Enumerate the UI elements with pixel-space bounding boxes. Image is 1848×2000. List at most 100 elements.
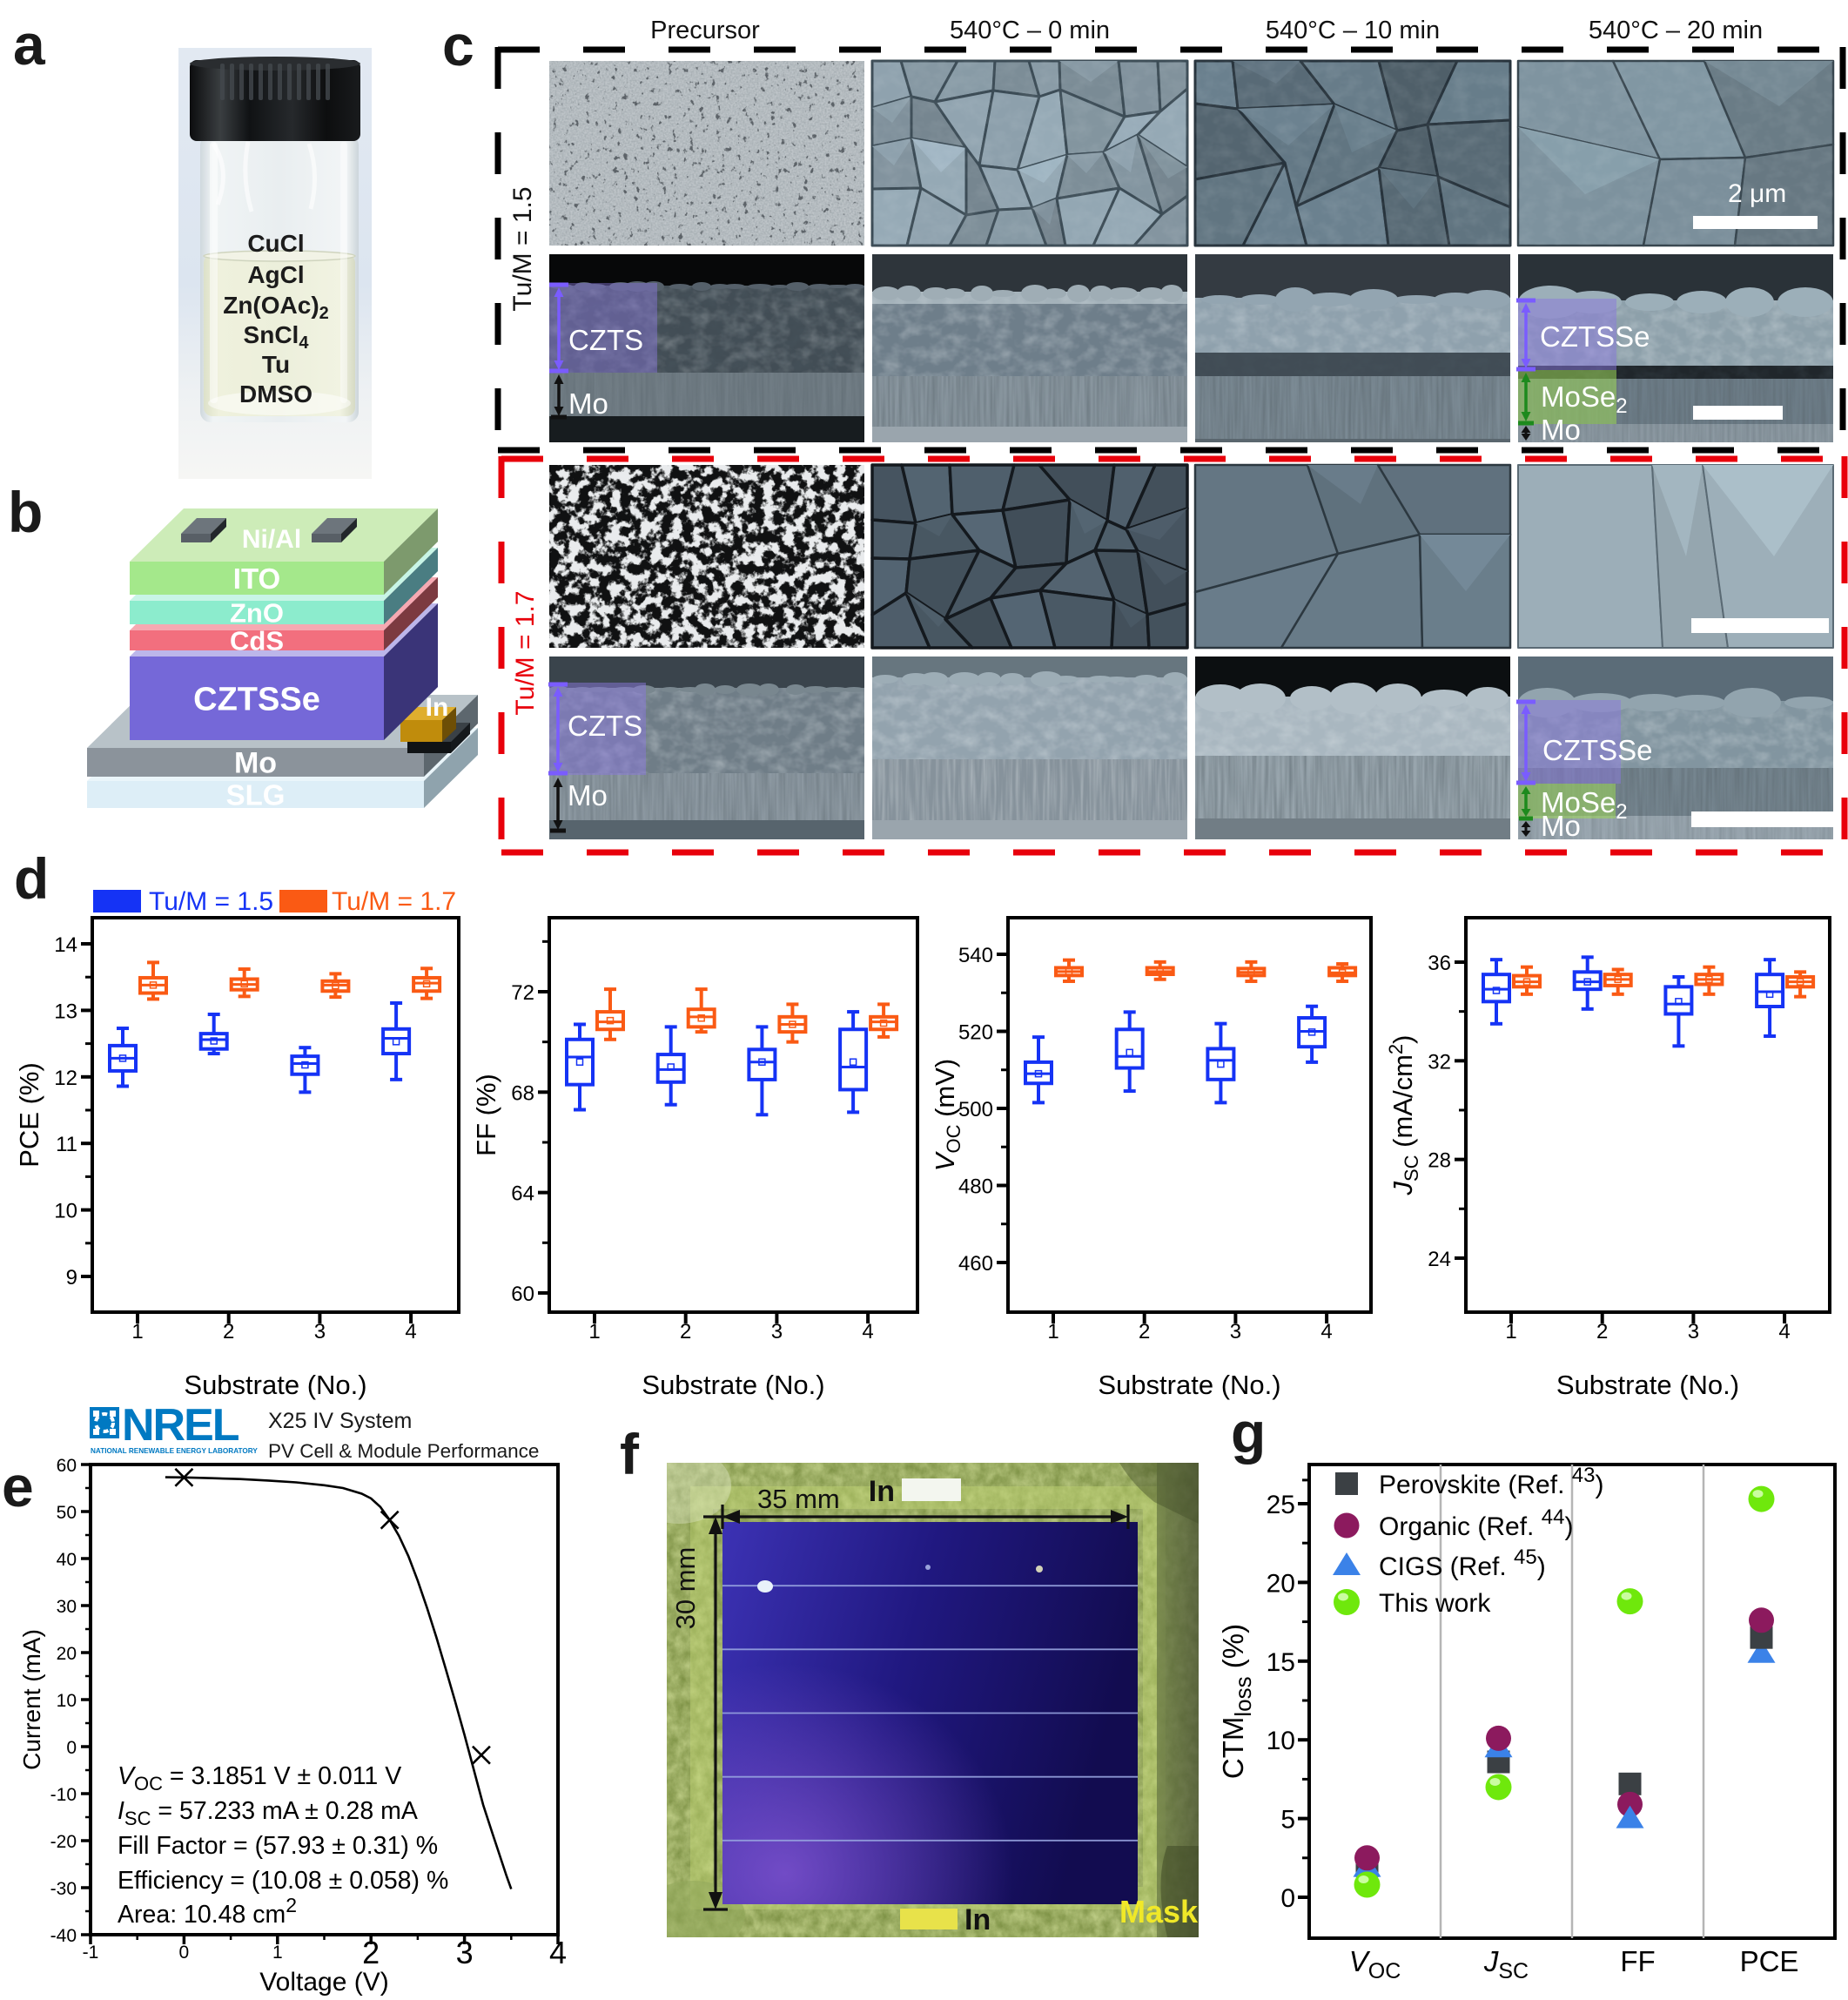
svg-text:4: 4: [1778, 1320, 1790, 1343]
svg-text:500: 500: [958, 1098, 993, 1121]
svg-text:9: 9: [66, 1266, 77, 1290]
svg-text:3: 3: [1230, 1320, 1241, 1343]
svg-text:520: 520: [958, 1021, 993, 1045]
svg-text:20: 20: [1267, 1569, 1295, 1598]
svg-text:480: 480: [958, 1175, 993, 1199]
svg-text:This work: This work: [1379, 1589, 1491, 1618]
svg-text:CdS: CdS: [230, 626, 284, 657]
svg-text:Substrate (No.): Substrate (No.): [1556, 1370, 1739, 1400]
svg-text:CZTS: CZTS: [568, 324, 643, 356]
svg-text:JSC (mA/cm2): JSC (mA/cm2): [1385, 1034, 1422, 1195]
svg-text:PV Cell & Module Performance: PV Cell & Module Performance: [268, 1440, 539, 1462]
svg-text:72: 72: [511, 981, 534, 1005]
svg-text:VOC (mV): VOC (mV): [930, 1059, 964, 1171]
svg-text:1: 1: [272, 1943, 283, 1963]
svg-text:35 mm: 35 mm: [757, 1484, 840, 1514]
svg-text:CuCl: CuCl: [247, 230, 304, 257]
svg-text:In: In: [426, 693, 449, 722]
svg-text:SLG: SLG: [226, 778, 286, 811]
svg-text:Current (mA): Current (mA): [18, 1629, 45, 1770]
svg-text:540°C – 10 min: 540°C – 10 min: [1266, 17, 1440, 44]
svg-text:Precursor: Precursor: [650, 17, 760, 44]
svg-text:460: 460: [958, 1252, 993, 1276]
svg-text:14: 14: [54, 933, 77, 957]
svg-text:Tu: Tu: [262, 351, 290, 378]
svg-text:24: 24: [1428, 1248, 1451, 1271]
svg-text:JSC: JSC: [1483, 1945, 1529, 1983]
svg-text:4: 4: [549, 1935, 567, 1970]
svg-text:50: 50: [57, 1503, 77, 1523]
svg-text:Tu/M = 1.5: Tu/M = 1.5: [508, 186, 537, 311]
svg-text:CZTSSe: CZTSSe: [193, 682, 320, 718]
svg-text:0: 0: [66, 1738, 77, 1758]
svg-text:FF: FF: [1620, 1945, 1655, 1977]
svg-text:12: 12: [54, 1067, 77, 1090]
svg-text:PCE: PCE: [1740, 1945, 1799, 1977]
svg-text:Ni/Al: Ni/Al: [242, 525, 301, 554]
svg-text:30: 30: [57, 1597, 77, 1617]
svg-text:SnCl4: SnCl4: [244, 321, 310, 353]
svg-text:VOC: VOC: [1349, 1945, 1401, 1983]
svg-text:MoSe2: MoSe2: [1541, 380, 1628, 418]
svg-text:40: 40: [57, 1550, 77, 1570]
svg-text:NREL: NREL: [122, 1404, 239, 1451]
svg-text:10: 10: [1267, 1727, 1295, 1755]
svg-text:ITO: ITO: [233, 562, 280, 595]
svg-text:540°C – 20 min: 540°C – 20 min: [1589, 17, 1763, 44]
svg-text:Tu/M = 1.7: Tu/M = 1.7: [511, 590, 540, 715]
svg-text:60: 60: [57, 1456, 77, 1476]
svg-text:Organic (Ref. 44): Organic (Ref. 44): [1379, 1505, 1573, 1541]
svg-text:AgCl: AgCl: [247, 261, 304, 288]
svg-text:CZTS: CZTS: [568, 710, 642, 742]
svg-text:Substrate (No.): Substrate (No.): [1098, 1370, 1280, 1400]
svg-text:Mo: Mo: [568, 779, 608, 811]
svg-text:Mo: Mo: [568, 387, 608, 420]
svg-text:15: 15: [1267, 1648, 1295, 1677]
svg-text:Efficiency = (10.08 ± 0.058) %: Efficiency = (10.08 ± 0.058) %: [118, 1867, 448, 1895]
svg-text:68: 68: [511, 1081, 534, 1105]
svg-text:1: 1: [1505, 1320, 1516, 1343]
svg-text:Mo: Mo: [1541, 414, 1581, 446]
svg-text:3: 3: [456, 1935, 474, 1970]
svg-text:CIGS (Ref. 45): CIGS (Ref. 45): [1379, 1545, 1546, 1581]
svg-text:-20: -20: [50, 1832, 77, 1852]
svg-text:5: 5: [1280, 1806, 1295, 1835]
svg-text:-30: -30: [50, 1879, 77, 1899]
svg-text:Perovskite (Ref. 43): Perovskite (Ref. 43): [1379, 1464, 1603, 1499]
svg-text:Area: 10.48 cm2: Area: 10.48 cm2: [118, 1894, 297, 1929]
svg-text:Mask: Mask: [1119, 1894, 1199, 1929]
svg-text:CZTSSe: CZTSSe: [1540, 320, 1650, 353]
svg-text:2 μm: 2 μm: [1728, 179, 1786, 208]
svg-text:1: 1: [131, 1320, 143, 1343]
svg-text:FF (%): FF (%): [471, 1074, 501, 1156]
svg-text:30 mm: 30 mm: [670, 1547, 701, 1630]
svg-text:1: 1: [588, 1320, 600, 1343]
svg-text:Mo: Mo: [234, 747, 277, 780]
svg-text:13: 13: [54, 1000, 77, 1023]
svg-text:4: 4: [1320, 1320, 1332, 1343]
svg-text:10: 10: [57, 1691, 77, 1711]
svg-text:36: 36: [1428, 952, 1451, 975]
svg-text:In: In: [964, 1903, 991, 1936]
svg-text:0: 0: [179, 1943, 190, 1963]
svg-text:-1: -1: [83, 1943, 99, 1963]
svg-text:2: 2: [362, 1935, 380, 1970]
svg-text:3: 3: [1688, 1320, 1699, 1343]
svg-text:-10: -10: [50, 1785, 77, 1805]
svg-text:CTMloss (%): CTMloss (%): [1217, 1624, 1256, 1779]
svg-text:20: 20: [57, 1644, 77, 1664]
svg-text:64: 64: [511, 1182, 534, 1206]
svg-text:MoSe2: MoSe2: [1541, 786, 1628, 824]
svg-text:0: 0: [1280, 1884, 1295, 1913]
svg-text:3: 3: [771, 1320, 783, 1343]
svg-text:4: 4: [862, 1320, 873, 1343]
svg-text:X25 IV System: X25 IV System: [268, 1409, 412, 1433]
svg-text:1: 1: [1047, 1320, 1058, 1343]
svg-text:ISC = 57.233 mA ± 0.28 mA: ISC = 57.233 mA ± 0.28 mA: [118, 1797, 418, 1829]
svg-text:60: 60: [511, 1283, 534, 1306]
svg-text:PCE (%): PCE (%): [14, 1062, 44, 1168]
svg-text:2: 2: [680, 1320, 691, 1343]
svg-text:Zn(OAc)2: Zn(OAc)2: [223, 292, 329, 323]
svg-text:540: 540: [958, 944, 993, 967]
svg-text:Substrate (No.): Substrate (No.): [184, 1370, 366, 1400]
